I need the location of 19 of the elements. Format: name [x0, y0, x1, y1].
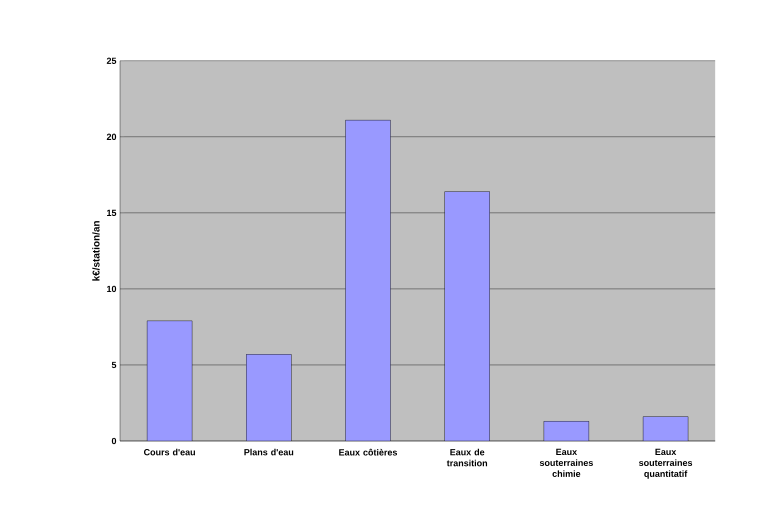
- bar: [146, 320, 192, 441]
- x-tick-label: Cours d'eau: [144, 448, 195, 456]
- y-axis-title: k€/station/an: [92, 221, 100, 281]
- y-tick-label: 25: [106, 58, 116, 64]
- bar: [345, 120, 391, 441]
- y-tick-label: 15: [107, 210, 116, 216]
- bar: [544, 421, 590, 441]
- bar: [642, 416, 688, 441]
- x-tick-label: Plans d'eau: [244, 448, 294, 456]
- bar: [444, 191, 490, 441]
- y-tick-label: 5: [112, 362, 116, 368]
- y-tick-label: 10: [107, 286, 116, 292]
- x-tick-label: Eaux de transition: [446, 448, 488, 466]
- x-tick-label: Eaux souterraines chimie: [540, 448, 593, 477]
- x-tick-label: Eaux côtières: [339, 448, 398, 456]
- x-tick-label: Eaux souterraines quantitatif: [638, 448, 692, 479]
- y-tick-label: 0: [112, 438, 116, 444]
- y-tick-label: 20: [106, 134, 116, 140]
- bar: [246, 354, 292, 441]
